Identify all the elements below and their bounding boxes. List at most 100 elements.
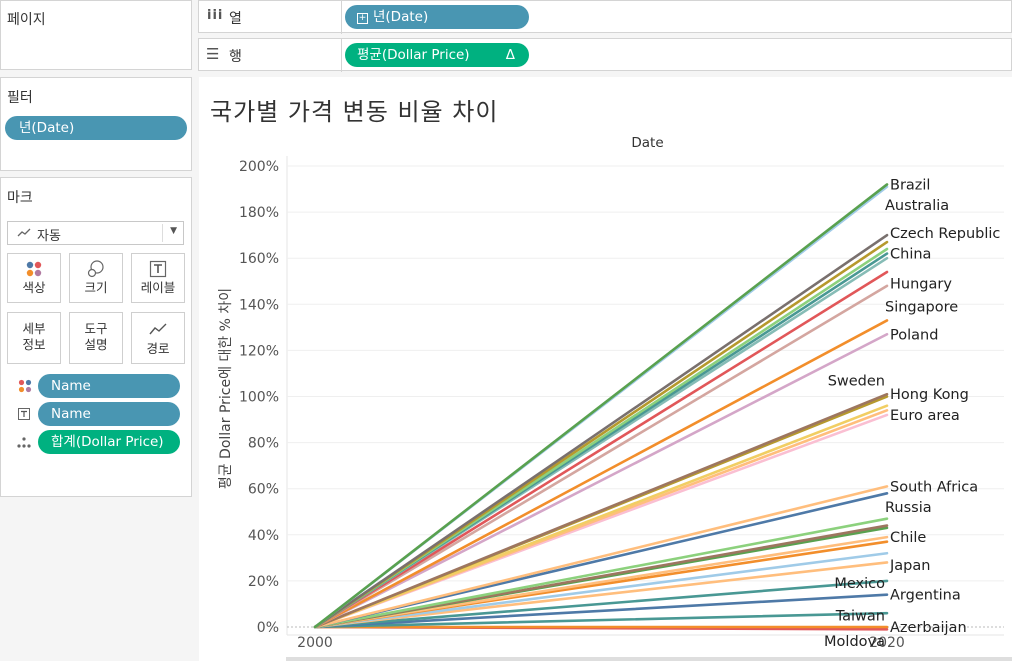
detail-encoding-icon (17, 437, 31, 448)
y-axis-ticks: 0% 20% 40% 60% 80% 100% 120% 140% 160% 180% 200% (239, 159, 279, 636)
rows-pill-label: 평균(Dollar Price) (357, 47, 470, 63)
label-field-pill[interactable]: Name (38, 402, 180, 426)
x-tick-label: 2000 (297, 635, 333, 651)
y-tick-label: 140% (239, 297, 279, 313)
chevron-down-icon: ▼ (170, 226, 177, 236)
x-tick-label: 2020 (869, 635, 905, 651)
columns-pill-year-date[interactable]: + 년(Date) (345, 5, 529, 29)
y-tick-label: 100% (239, 390, 279, 406)
series-end-label: Poland (890, 327, 938, 343)
series-end-label: Taiwan (835, 608, 885, 624)
series-end-label: Singapore (885, 300, 958, 316)
mark-type-dropdown[interactable]: 자동 ▼ (7, 221, 184, 245)
pages-title: 페이지 (7, 12, 46, 28)
series-end-label: Australia (885, 198, 949, 214)
color-icon (26, 261, 42, 277)
series-line[interactable] (313, 392, 889, 629)
series-lines (313, 183, 889, 631)
series-line[interactable] (313, 551, 889, 629)
label-field-label: Name (51, 406, 91, 422)
series-end-label: China (890, 247, 931, 263)
series-end-label: Azerbaijan (890, 620, 967, 636)
series-line[interactable] (313, 233, 889, 629)
series-end-labels: Brazil Australia Czech Republic China Hungar… (824, 177, 1000, 649)
y-tick-label: 160% (239, 251, 279, 267)
dropdown-arrow-divider (162, 224, 163, 242)
y-axis-label: 평균 Dollar Price에 대한 % 차이 (218, 288, 234, 489)
mark-type-value: 자동 (37, 229, 61, 244)
detail-card-label-2: 정보 (22, 337, 46, 352)
line-chart: Date 평균 Dollar Price에 대한 % 차이 0% 20% 40% 60… (218, 135, 1004, 651)
rows-icon: ☰ (206, 45, 220, 63)
y-tick-label: 80% (248, 436, 279, 452)
column-header: Date (631, 135, 663, 151)
detail-field-pill[interactable]: 합계(Dollar Price) (38, 430, 180, 454)
series-line[interactable] (313, 183, 889, 629)
series-end-label: Argentina (890, 588, 961, 604)
rows-label: 행 (229, 49, 242, 65)
detail-card-label-1: 세부 (22, 321, 46, 336)
series-end-label: Hong Kong (890, 387, 969, 403)
size-card-label: 크기 (84, 280, 108, 295)
marks-field-color-row: Name (1, 374, 191, 398)
detail-field-label: 합계(Dollar Price) (51, 434, 164, 450)
size-card[interactable]: 크기 (69, 253, 123, 303)
expand-plus-icon: + (357, 13, 368, 24)
tooltip-card[interactable]: 도구 설명 (69, 312, 123, 364)
series-line[interactable] (313, 332, 889, 629)
detail-card[interactable]: 세부 정보 (7, 312, 61, 364)
series-line[interactable] (313, 611, 889, 629)
series-end-label: Sweden (828, 373, 885, 389)
x-axis-ticks: 2000 2020 (297, 635, 905, 651)
series-end-label: South Africa (890, 479, 978, 495)
color-card[interactable]: 색상 (7, 253, 61, 303)
path-card[interactable]: 경로 (131, 312, 185, 364)
y-tick-label: 20% (248, 574, 279, 590)
rows-pill-avg-dollar-price[interactable]: 평균(Dollar Price) Δ (345, 43, 529, 67)
filter-pill-year-date[interactable]: 년(Date) (5, 116, 187, 140)
marks-field-detail-row: 합계(Dollar Price) (1, 430, 191, 454)
series-line[interactable] (313, 284, 889, 629)
series-line[interactable] (313, 517, 889, 629)
color-field-pill[interactable]: Name (38, 374, 180, 398)
series-end-label: Chile (890, 530, 926, 546)
series-line[interactable] (313, 404, 889, 629)
series-line[interactable] (313, 270, 889, 629)
chart-view: 국가별 가격 변동 비율 차이 Date 평균 Dollar Price에 대한… (199, 77, 1012, 661)
label-card-label: 레이블 (140, 280, 176, 295)
series-end-label: Euro area (890, 408, 960, 424)
columns-shelf: iii 열 + 년(Date) (198, 0, 1012, 34)
columns-label: 열 (229, 11, 242, 27)
y-tick-label: 120% (239, 343, 279, 359)
series-end-label: Moldova (824, 634, 885, 650)
series-end-label: Mexico (834, 576, 885, 592)
series-line[interactable] (313, 535, 889, 629)
marks-field-label-row: Name (1, 402, 191, 426)
series-line[interactable] (313, 485, 889, 629)
label-encoding-icon (18, 408, 30, 420)
rows-divider (341, 39, 342, 72)
color-card-label: 색상 (22, 280, 46, 295)
series-end-label: Hungary (890, 277, 952, 293)
y-tick-label: 40% (248, 528, 279, 544)
pages-panel: 페이지 (0, 0, 192, 70)
label-card[interactable]: 레이블 (131, 253, 185, 303)
columns-icon: iii (207, 8, 224, 23)
series-line[interactable] (313, 319, 889, 629)
series-line[interactable] (313, 593, 889, 629)
horizontal-scrollbar[interactable] (286, 657, 1012, 661)
y-tick-label: 200% (239, 159, 279, 175)
series-line[interactable] (313, 579, 889, 629)
series-line[interactable] (313, 561, 889, 629)
path-card-label: 경로 (146, 341, 170, 356)
series-end-label: Russia (885, 500, 932, 516)
delta-icon: Δ (505, 47, 515, 63)
text-label-icon (149, 260, 167, 278)
filters-panel: 필터 년(Date) (0, 77, 192, 171)
series-end-label: Japan (889, 558, 930, 574)
marks-panel: 마크 자동 ▼ 색상 크기 레이블 세부 정보 도구 설명 경로 Name Na… (0, 177, 192, 497)
tooltip-card-label-2: 설명 (84, 337, 108, 352)
line-mark-icon (17, 228, 31, 237)
columns-divider (341, 1, 342, 34)
color-field-label: Name (51, 378, 91, 394)
